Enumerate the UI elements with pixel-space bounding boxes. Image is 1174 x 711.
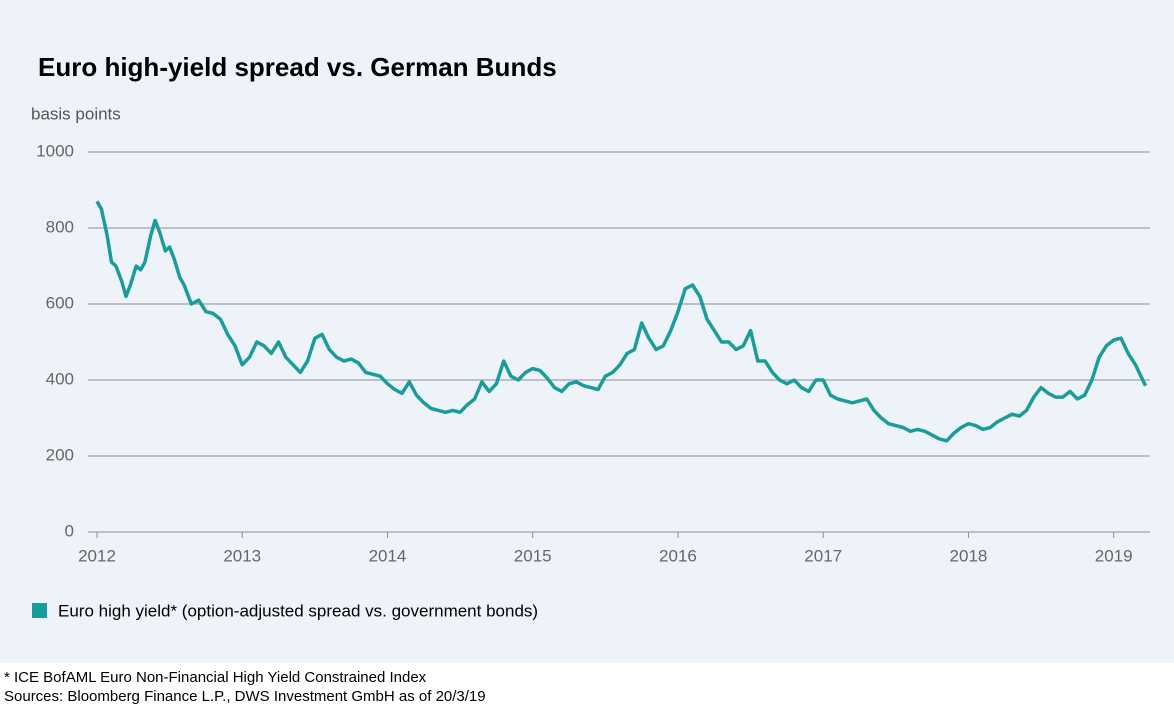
- footer-background: [0, 663, 1174, 711]
- x-tick-label: 2017: [804, 546, 842, 565]
- legend-swatch: [32, 603, 47, 618]
- chart-title: Euro high-yield spread vs. German Bunds: [38, 52, 557, 82]
- footnote: * ICE BofAML Euro Non-Financial High Yie…: [4, 669, 427, 686]
- y-tick-label: 400: [46, 369, 74, 388]
- x-tick-label: 2018: [950, 546, 988, 565]
- y-tick-label: 800: [46, 217, 74, 236]
- chart-background: [0, 0, 1174, 663]
- x-tick-label: 2012: [78, 546, 116, 565]
- x-tick-label: 2019: [1095, 546, 1133, 565]
- x-tick-label: 2015: [514, 546, 552, 565]
- x-tick-label: 2016: [659, 546, 697, 565]
- y-tick-label: 600: [46, 293, 74, 312]
- y-tick-label: 200: [46, 445, 74, 464]
- y-tick-label: 0: [65, 521, 74, 540]
- x-tick-label: 2014: [369, 546, 407, 565]
- y-axis-label: basis points: [31, 104, 121, 123]
- data-line: [95, 200, 1148, 443]
- source: Sources: Bloomberg Finance L.P., DWS Inv…: [4, 688, 486, 705]
- legend-label: Euro high yield* (option-adjusted spread…: [58, 601, 538, 620]
- x-tick-label: 2013: [223, 546, 261, 565]
- y-tick-label: 1000: [36, 141, 74, 160]
